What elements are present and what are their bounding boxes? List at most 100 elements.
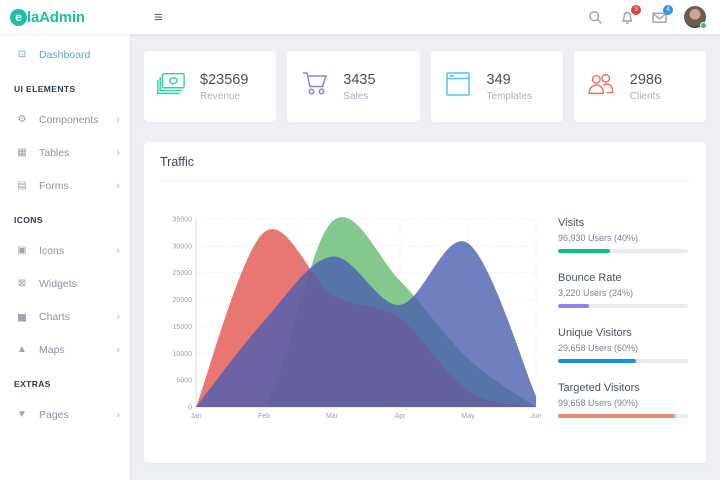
stat-label: Visits	[558, 217, 585, 229]
svg-text:Feb: Feb	[258, 413, 270, 420]
stat-label: Targeted Visitors	[558, 382, 640, 394]
svg-text:10000: 10000	[173, 351, 193, 358]
area-chart-icon: ▲	[17, 344, 27, 355]
browser-window-icon	[443, 70, 477, 103]
sidebar-item-label: Tables	[39, 146, 70, 159]
messages-badge: 4	[663, 4, 673, 15]
svg-text:Apr: Apr	[395, 413, 407, 420]
table-icon: ▦	[17, 147, 27, 158]
logo-suffix: Admin	[39, 8, 85, 26]
card-value: 3435	[343, 71, 376, 88]
stat-value: 96,930 Users (40%)	[558, 233, 639, 243]
templates-card: 349 Templates	[430, 51, 563, 122]
svg-text:May: May	[461, 413, 475, 420]
sidebar-item-charts[interactable]: ▅ Charts ›	[0, 300, 130, 333]
svg-text:30000: 30000	[173, 243, 193, 250]
svg-text:Jan: Jan	[190, 413, 201, 420]
revenue-card: $23569 Revenue	[144, 51, 277, 122]
search-icon[interactable]	[588, 10, 603, 25]
sidebar-item-label: Charts	[39, 310, 70, 323]
chevron-right-icon: ›	[116, 244, 120, 257]
logo-e-icon: e	[10, 8, 27, 26]
user-avatar[interactable]	[684, 6, 707, 29]
clients-card: 2986 Clients	[573, 51, 706, 122]
svg-text:5000: 5000	[176, 378, 192, 385]
filter-icon: ▼	[17, 409, 27, 420]
stat-label: Bounce Rate	[558, 272, 622, 284]
stat-label: Unique Visitors	[558, 327, 632, 339]
traffic-body: 0 5000 10000 15000 20000 25000 30000 35000 Jan Fe…	[160, 181, 690, 437]
targeted-visitors-stat: Targeted Visitors 99,658 Users (90%)	[558, 382, 688, 418]
traffic-panel: Traffic 0 5000 10000 15000 20000 25000 30000 35…	[144, 142, 706, 463]
notifications-bell-icon[interactable]: 3	[620, 4, 641, 25]
svg-text:0: 0	[188, 405, 192, 412]
sidebar-item-label: Pages	[39, 408, 69, 421]
progress-track	[558, 249, 688, 253]
notifications-badge: 3	[631, 4, 641, 15]
menu-toggle-icon[interactable]: ≡	[154, 8, 163, 26]
sidebar-item-icons[interactable]: ▣ Icons ›	[0, 234, 130, 267]
progress-track	[558, 304, 688, 308]
svg-text:15000: 15000	[173, 324, 193, 331]
card-label: Clients	[629, 90, 661, 102]
main-content: $23569 Revenue 3435 Sales 349 Templates	[130, 34, 720, 480]
icons-icon: ▣	[17, 245, 27, 256]
sidebar-item-label: Icons	[39, 244, 65, 257]
progress-fill	[558, 304, 590, 308]
stat-value: 99,658 Users (90%)	[558, 398, 639, 408]
sidebar-item-label: Forms	[39, 179, 69, 192]
card-value: 349	[486, 71, 511, 88]
progress-track	[558, 359, 688, 363]
app-logo[interactable]: e laAdmin	[0, 8, 130, 26]
card-label: Templates	[486, 90, 533, 102]
sidebar-item-label: Components	[39, 113, 99, 126]
unique-visitors-stat: Unique Visitors 29,658 Users (60%)	[558, 327, 688, 363]
sidebar-item-label: Maps	[39, 343, 65, 356]
chevron-right-icon: ›	[116, 179, 120, 192]
card-label: Sales	[343, 90, 369, 102]
logo-prefix: la	[27, 8, 40, 26]
sidebar-item-widgets[interactable]: ⊠ Widgets	[0, 267, 130, 300]
messages-envelope-icon[interactable]: 4	[652, 4, 673, 25]
traffic-area-chart: 0 5000 10000 15000 20000 25000 30000 35000 Jan Fe…	[160, 195, 542, 437]
online-status-dot	[700, 22, 707, 29]
svg-text:25000: 25000	[173, 270, 193, 277]
stat-value: 3,220 Users (24%)	[558, 288, 634, 298]
sidebar-section-ui-elements: UI ELEMENTS	[14, 84, 76, 94]
sidebar-item-maps[interactable]: ▲ Maps ›	[0, 333, 130, 366]
sales-card: 3435 Sales	[287, 51, 420, 122]
form-grid-icon: ▤	[17, 180, 27, 191]
svg-text:Jun: Jun	[530, 413, 541, 420]
laptop-icon: ⊡	[17, 49, 27, 60]
card-value: $23569	[200, 71, 249, 88]
bounce-rate-stat: Bounce Rate 3,220 Users (24%)	[558, 272, 688, 308]
sidebar-item-components[interactable]: ⚙ Components ›	[0, 103, 130, 136]
chevron-right-icon: ›	[116, 113, 120, 126]
sidebar-item-forms[interactable]: ▤ Forms ›	[0, 169, 130, 202]
sidebar-section-extras: EXTRAS	[14, 379, 51, 389]
svg-text:20000: 20000	[173, 297, 193, 304]
chevron-right-icon: ›	[116, 310, 120, 323]
sidebar-item-tables[interactable]: ▦ Tables ›	[0, 136, 130, 169]
chevron-right-icon: ›	[116, 343, 120, 356]
widgets-icon: ⊠	[17, 278, 27, 289]
sidebar-item-label: Widgets	[39, 277, 77, 290]
svg-text:Mar: Mar	[326, 413, 339, 420]
logo-text: laAdmin	[27, 9, 85, 26]
sidebar: ⊡ Dashboard UI ELEMENTS ⚙ Components › ▦…	[0, 34, 130, 480]
stat-value: 29,658 Users (60%)	[558, 343, 639, 353]
sidebar-item-pages[interactable]: ▼ Pages ›	[0, 398, 130, 431]
traffic-title: Traffic	[160, 155, 690, 181]
traffic-stats: Visits 96,930 Users (40%) Bounce Rate 3,…	[542, 195, 690, 437]
chevron-right-icon: ›	[116, 408, 120, 421]
sidebar-item-dashboard[interactable]: ⊡ Dashboard	[0, 38, 130, 71]
bar-chart-icon: ▅	[18, 311, 26, 322]
sidebar-section-icons: ICONS	[14, 215, 43, 225]
progress-fill	[558, 359, 636, 363]
users-icon	[586, 70, 620, 103]
top-header: e laAdmin ≡ 3 4	[0, 0, 720, 34]
chevron-right-icon: ›	[116, 146, 120, 159]
sidebar-item-label: Dashboard	[39, 48, 91, 61]
stats-cards-row: $23569 Revenue 3435 Sales 349 Templates	[144, 51, 706, 122]
header-actions: 3 4	[588, 4, 720, 29]
